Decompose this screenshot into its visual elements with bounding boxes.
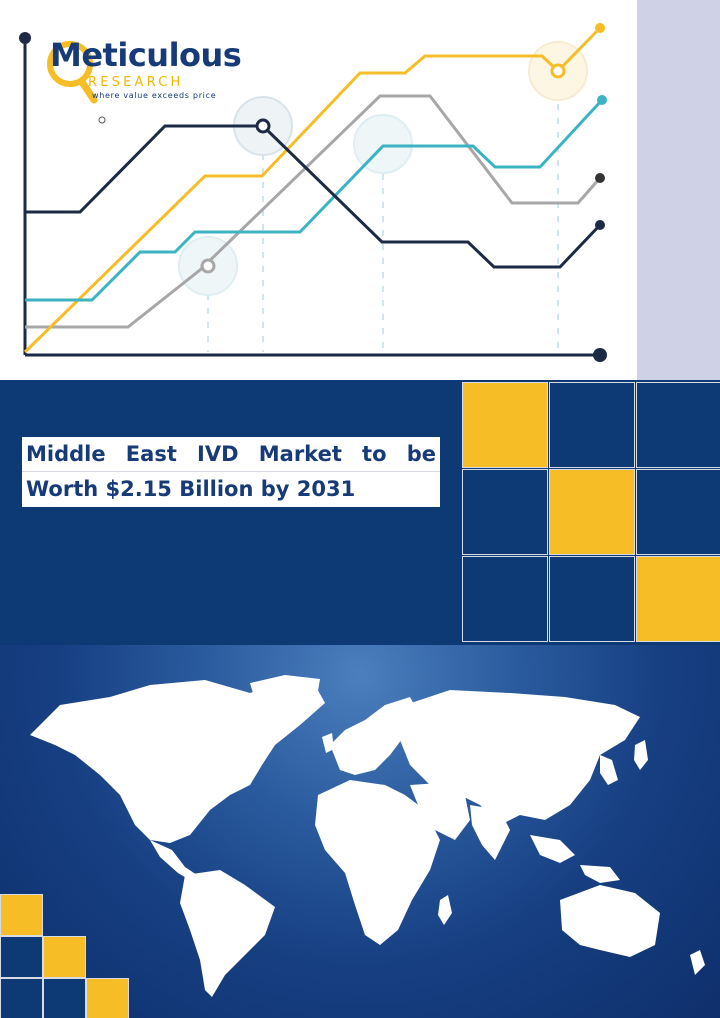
africa-shape (315, 780, 440, 945)
grid-cell (636, 556, 720, 642)
grid-cell (636, 469, 720, 555)
axis-origin-top-dot (19, 32, 31, 44)
grid-cell (462, 382, 548, 468)
corner-square (0, 894, 43, 936)
brand-name: Meticulous (50, 36, 242, 74)
corner-square (0, 978, 43, 1018)
central-america-shape (150, 840, 200, 883)
gray-series-line (25, 94, 602, 329)
grid-cell (636, 382, 720, 468)
grid-cell (549, 556, 635, 642)
asia-shape (400, 690, 640, 825)
middle-east-shape (410, 783, 470, 840)
grid-cell (462, 469, 548, 555)
dark-series-line (25, 124, 602, 269)
australia-shape (560, 885, 660, 957)
brand-tagline: where value exceeds price (92, 91, 217, 100)
decorative-line-graph (19, 23, 607, 362)
grid-cell (549, 382, 635, 468)
decorative-grid (460, 380, 720, 645)
world-map (30, 675, 705, 997)
brand-logo: Meticulous RESEARCH where value exceeds … (40, 34, 242, 114)
corner-square (0, 936, 43, 978)
europe-shape (330, 697, 420, 775)
top-section: Meticulous RESEARCH where value exceeds … (0, 0, 720, 380)
headline-line-1: Middle East IVD Market to be (22, 437, 440, 472)
corner-square (86, 978, 129, 1018)
teal-series-line (25, 98, 604, 302)
india-shape (470, 805, 510, 860)
headline-box: Middle East IVD Market to be Worth $2.15… (22, 437, 440, 507)
axis-end-dot (593, 348, 607, 362)
corner-square (43, 978, 86, 1018)
grid-cell (549, 469, 635, 555)
south-america-shape (180, 870, 275, 997)
greenland-shape (250, 675, 320, 717)
headline-line-2: Worth $2.15 Billion by 2031 (26, 477, 356, 501)
world-map-section (0, 645, 720, 1018)
brand-sub: RESEARCH (88, 75, 184, 90)
magnifier-icon (47, 41, 98, 104)
corner-square (43, 936, 86, 978)
north-america-shape (30, 680, 325, 843)
grid-cell (462, 556, 548, 642)
corner-squares (0, 894, 140, 1018)
side-panel (637, 0, 720, 380)
